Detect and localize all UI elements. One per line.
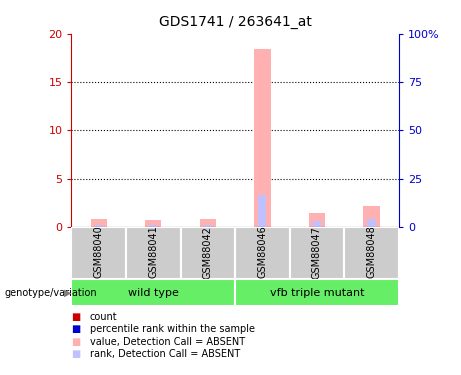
Text: GSM88040: GSM88040: [94, 226, 104, 279]
Text: percentile rank within the sample: percentile rank within the sample: [90, 324, 255, 334]
Text: rank, Detection Call = ABSENT: rank, Detection Call = ABSENT: [90, 349, 240, 359]
Bar: [363, 206, 380, 227]
Bar: [71, 227, 126, 279]
Bar: [181, 227, 235, 279]
Bar: [204, 225, 212, 227]
Text: vfb triple mutant: vfb triple mutant: [270, 288, 364, 297]
Bar: [145, 220, 161, 227]
Bar: [290, 227, 344, 279]
Bar: [200, 219, 216, 227]
Bar: [95, 225, 103, 227]
Bar: [149, 225, 157, 227]
Text: GSM88042: GSM88042: [203, 226, 213, 279]
Text: genotype/variation: genotype/variation: [5, 288, 97, 298]
Bar: [309, 213, 325, 227]
Bar: [367, 219, 376, 227]
Text: ■: ■: [71, 312, 81, 322]
Text: GSM88048: GSM88048: [366, 226, 377, 279]
Text: value, Detection Call = ABSENT: value, Detection Call = ABSENT: [90, 337, 245, 346]
Bar: [235, 279, 399, 306]
Text: wild type: wild type: [128, 288, 179, 297]
Bar: [258, 195, 266, 227]
Bar: [126, 227, 181, 279]
Bar: [71, 279, 235, 306]
Bar: [235, 227, 290, 279]
Text: ■: ■: [71, 337, 81, 346]
Text: ▶: ▶: [64, 288, 71, 298]
Title: GDS1741 / 263641_at: GDS1741 / 263641_at: [159, 15, 312, 28]
Text: GSM88041: GSM88041: [148, 226, 158, 279]
Bar: [313, 221, 321, 227]
Bar: [90, 219, 107, 227]
Bar: [344, 227, 399, 279]
Bar: [254, 49, 271, 227]
Text: ■: ■: [71, 324, 81, 334]
Text: ■: ■: [71, 349, 81, 359]
Text: count: count: [90, 312, 118, 322]
Text: GSM88047: GSM88047: [312, 226, 322, 279]
Text: GSM88046: GSM88046: [257, 226, 267, 279]
